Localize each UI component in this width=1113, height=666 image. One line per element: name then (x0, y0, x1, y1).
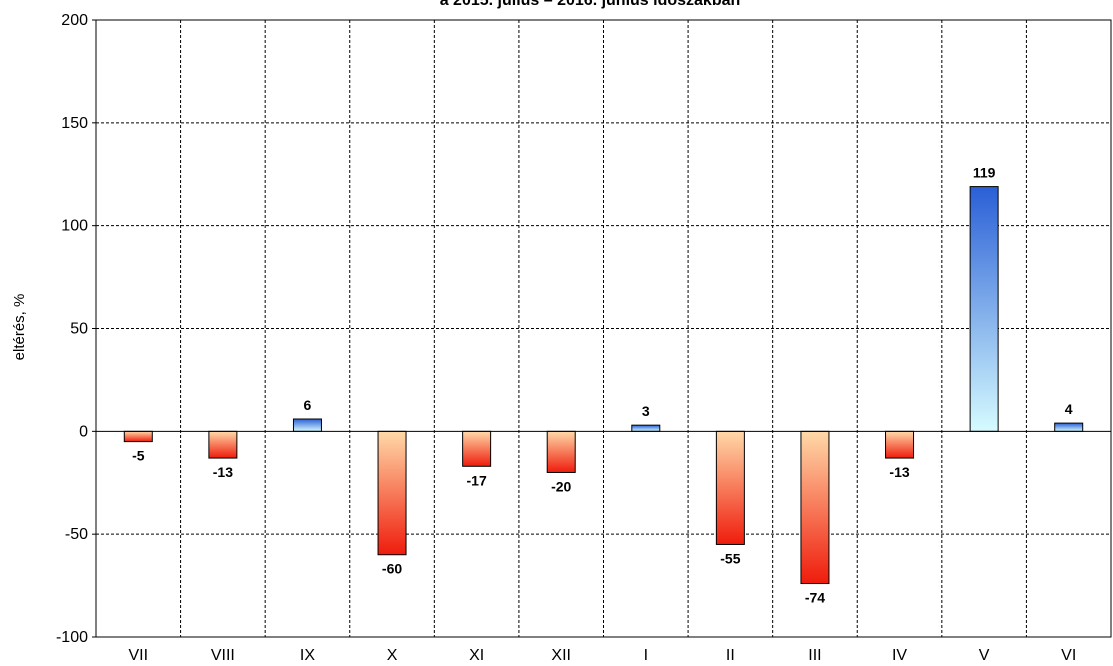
y-tick-label: 200 (61, 12, 88, 29)
bar-IX (292, 418, 322, 432)
y-tick-label: 100 (61, 218, 88, 235)
data-label-IV: -13 (889, 464, 909, 480)
x-tick-label-VIII: VIII (211, 647, 235, 664)
bar-XI (462, 430, 492, 467)
bar-IV (885, 430, 915, 459)
data-label-XII: -20 (551, 478, 571, 494)
y-tick-label: 0 (79, 423, 88, 440)
bar-V (969, 186, 999, 432)
bar-VIII (208, 430, 238, 459)
x-tick-label-I: I (644, 647, 648, 664)
y-tick-label: 50 (70, 321, 88, 338)
y-tick-label: -100 (56, 629, 88, 646)
data-label-I: 3 (642, 403, 650, 419)
data-label-IX: 6 (304, 397, 312, 413)
y-tick-label: 150 (61, 115, 88, 132)
x-tick-label-X: X (387, 647, 398, 664)
x-tick-label-IV: IV (892, 647, 907, 664)
bar-II (715, 430, 745, 545)
x-tick-label-VII: VII (129, 647, 149, 664)
x-tick-label-IX: IX (300, 647, 315, 664)
y-tick-label: -50 (65, 526, 88, 543)
grid (96, 20, 1111, 637)
x-tick-label-III: III (808, 647, 821, 664)
y-axis-label: eltérés, % (11, 294, 28, 361)
x-tick-label-XI: XI (469, 647, 484, 664)
x-tick-label-VI: VI (1061, 647, 1076, 664)
bar-VII (123, 430, 153, 443)
data-label-V: 119 (973, 165, 996, 181)
data-label-XI: -17 (467, 472, 487, 488)
x-tick-label-II: II (726, 647, 735, 664)
bar-X (377, 430, 407, 556)
data-label-VIII: -13 (213, 464, 233, 480)
data-label-X: -60 (382, 561, 402, 577)
x-tick-label-XII: XII (551, 647, 571, 664)
bar-III (800, 430, 830, 585)
bar-VI (1054, 422, 1084, 432)
bar-I (631, 424, 661, 432)
data-label-II: -55 (720, 550, 740, 566)
data-label-III: -74 (805, 590, 825, 606)
x-tick-label-V: V (979, 647, 990, 664)
bar-XII (546, 430, 576, 473)
data-label-VII: -5 (132, 448, 145, 464)
chart-title: a 2015. július – 2016. június időszakban (440, 0, 741, 9)
plot-frame (95, 19, 1112, 638)
data-label-VI: 4 (1065, 401, 1073, 417)
